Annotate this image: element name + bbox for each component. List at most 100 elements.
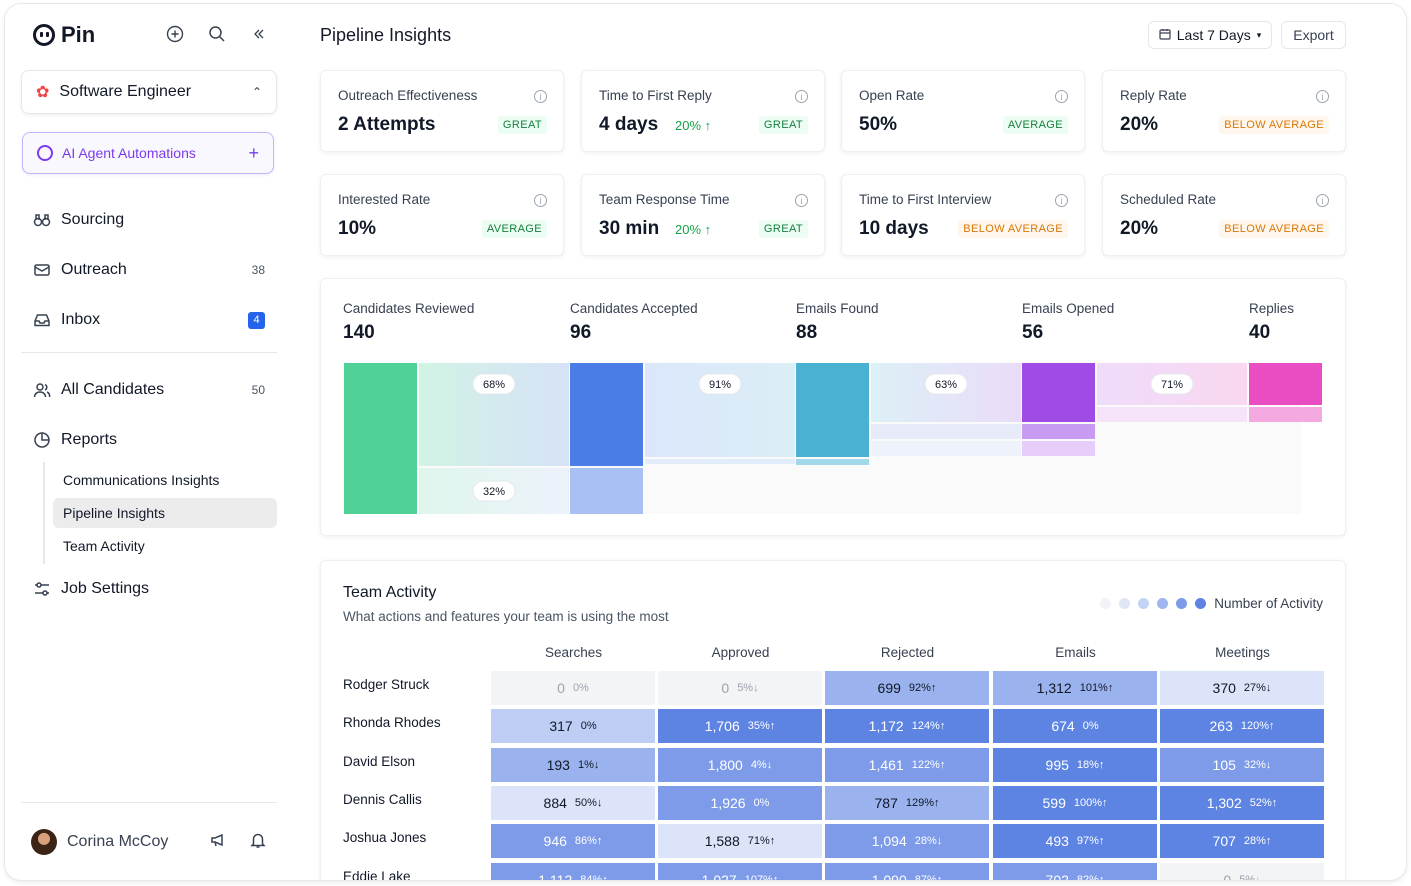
activity-cell[interactable]: 946 86%↑ bbox=[491, 824, 655, 859]
activity-cell[interactable]: 370 27%↓ bbox=[1160, 671, 1324, 705]
date-range-selector[interactable]: Last 7 Days ▾ bbox=[1148, 21, 1272, 49]
info-icon[interactable]: i bbox=[1055, 194, 1068, 207]
activity-cell[interactable]: 1,800 4%↓ bbox=[658, 747, 822, 782]
funnel-conversion-label: 91% bbox=[698, 373, 742, 395]
activity-change: 0% bbox=[580, 720, 597, 733]
sidebar-item-outreach[interactable]: Outreach 38 bbox=[21, 254, 277, 286]
job-selector[interactable]: ✿ Software Engineer ⌃ bbox=[21, 70, 277, 114]
sidebar-toolbar bbox=[165, 24, 269, 44]
funnel-stage-value: 40 bbox=[1249, 322, 1271, 343]
funnel-bar bbox=[796, 363, 869, 457]
subnav-pipeline-insights[interactable]: Pipeline Insights bbox=[53, 498, 277, 528]
funnel-dropoff-bar bbox=[1022, 424, 1095, 439]
sidebar-item-all-candidates[interactable]: All Candidates 50 bbox=[21, 374, 277, 406]
add-circle-icon[interactable] bbox=[165, 24, 185, 44]
activity-change: 0% bbox=[1082, 720, 1099, 733]
binoculars-icon bbox=[33, 211, 51, 229]
activity-cell[interactable]: 787 129%↑ bbox=[825, 785, 989, 820]
ai-agent-automations-button[interactable]: AI Agent Automations + bbox=[22, 132, 274, 174]
activity-cell[interactable]: 0 5%↓ bbox=[1160, 862, 1324, 881]
funnel-stage-label: Candidates Reviewed bbox=[343, 301, 475, 316]
kpi-label: Open Rate bbox=[859, 88, 925, 103]
avatar[interactable] bbox=[31, 828, 57, 855]
activity-change: 1%↓ bbox=[577, 758, 600, 771]
sidebar-item-job-settings[interactable]: Job Settings bbox=[21, 573, 277, 605]
export-button[interactable]: Export bbox=[1281, 21, 1346, 49]
activity-cell[interactable]: 1,312 101%↑ bbox=[993, 671, 1157, 705]
activity-cell[interactable]: 317 0% bbox=[491, 709, 655, 744]
sidebar-item-reports[interactable]: Reports bbox=[21, 424, 277, 456]
activity-value: 1,112 bbox=[538, 871, 573, 881]
activity-cell[interactable]: 599 100%↑ bbox=[993, 785, 1157, 820]
activity-cell[interactable]: 1,027 107%↑ bbox=[658, 862, 822, 880]
activity-cell[interactable]: 699 92%↑ bbox=[825, 671, 989, 705]
kpi-label: Reply Rate bbox=[1120, 88, 1187, 103]
activity-cell[interactable]: 193 1%↓ bbox=[491, 747, 655, 782]
subnav-team-activity[interactable]: Team Activity bbox=[63, 538, 145, 554]
activity-cell[interactable]: 1,926 0% bbox=[658, 785, 822, 820]
funnel-bar bbox=[1022, 363, 1095, 422]
activity-cell[interactable]: 884 50%↓ bbox=[491, 785, 655, 820]
funnel-stage: Candidates Reviewed 140 bbox=[343, 301, 474, 344]
user-actions bbox=[209, 831, 267, 853]
info-icon[interactable]: i bbox=[534, 194, 547, 207]
megaphone-icon[interactable] bbox=[209, 831, 227, 853]
activity-change: 82%↑ bbox=[1076, 873, 1105, 881]
activity-value: 317 bbox=[549, 718, 573, 735]
activity-cell[interactable]: 702 82%↑ bbox=[993, 862, 1157, 881]
legend-swatch bbox=[1138, 598, 1150, 609]
legend-swatch bbox=[1195, 598, 1207, 609]
funnel-stage: Candidates Accepted 96 bbox=[570, 301, 698, 344]
activity-cell[interactable]: 1,094 28%↓ bbox=[825, 824, 989, 859]
logo[interactable]: Pin bbox=[33, 22, 95, 48]
activity-value: 263 bbox=[1209, 718, 1233, 735]
search-icon[interactable] bbox=[207, 24, 227, 44]
funnel-stage-value: 56 bbox=[1022, 322, 1044, 343]
activity-value: 105 bbox=[1212, 756, 1236, 773]
pipeline-funnel-chart: 68% 32% 91% 63% 71% bbox=[343, 363, 1322, 514]
activity-cell[interactable]: 1,461 122%↑ bbox=[825, 747, 989, 782]
activity-cell[interactable]: 995 18%↑ bbox=[993, 747, 1157, 782]
activity-cell[interactable]: 105 32%↓ bbox=[1160, 747, 1324, 782]
activity-cell[interactable]: 1,706 35%↑ bbox=[658, 709, 822, 744]
info-icon[interactable]: i bbox=[795, 90, 808, 103]
row-member-name: Joshua Jones bbox=[343, 830, 427, 846]
info-icon[interactable]: i bbox=[1316, 194, 1329, 207]
activity-cell[interactable]: 1,172 124%↑ bbox=[825, 709, 989, 744]
inbox-icon bbox=[33, 311, 51, 329]
collapse-sidebar-icon[interactable] bbox=[249, 24, 269, 44]
sidebar-item-sourcing[interactable]: Sourcing bbox=[21, 204, 277, 236]
activity-cell[interactable]: 0 0% bbox=[491, 671, 655, 705]
activity-cell[interactable]: 263 120%↑ bbox=[1160, 709, 1324, 744]
calendar-icon bbox=[1159, 27, 1171, 43]
kpi-status-badge: GREAT bbox=[758, 116, 808, 134]
info-icon[interactable]: i bbox=[1316, 90, 1329, 103]
activity-change: 32%↓ bbox=[1243, 758, 1272, 771]
activity-value: 0 bbox=[1223, 871, 1232, 881]
info-icon[interactable]: i bbox=[1055, 90, 1068, 103]
info-icon[interactable]: i bbox=[795, 194, 808, 207]
sidebar-item-inbox[interactable]: Inbox 4 bbox=[21, 304, 277, 336]
activity-cell[interactable]: 1,588 71%↑ bbox=[658, 824, 822, 859]
funnel-stage-label: Candidates Accepted bbox=[570, 301, 698, 316]
info-icon[interactable]: i bbox=[534, 90, 547, 103]
activity-cell[interactable]: 493 97%↑ bbox=[993, 824, 1157, 859]
activity-cell[interactable]: 0 5%↓ bbox=[658, 671, 822, 705]
activity-value: 1,706 bbox=[704, 718, 740, 735]
activity-change: 87%↑ bbox=[914, 873, 943, 881]
activity-cell[interactable]: 1,090 87%↑ bbox=[825, 862, 989, 881]
activity-cell[interactable]: 1,302 52%↑ bbox=[1160, 785, 1324, 820]
activity-change: 92%↑ bbox=[908, 682, 937, 694]
main-content: Pipeline Insights Last 7 Days ▾ Export O… bbox=[295, 4, 1406, 880]
activity-cell[interactable]: 1,112 84%↑ bbox=[491, 862, 655, 881]
activity-change: 101%↑ bbox=[1079, 682, 1114, 694]
subnav-communications-insights[interactable]: Communications Insights bbox=[63, 472, 220, 488]
user-profile[interactable]: Corina McCoy bbox=[21, 802, 277, 880]
activity-cell[interactable]: 707 28%↑ bbox=[1160, 824, 1324, 859]
bell-icon[interactable] bbox=[249, 831, 267, 853]
sidebar-item-label: Sourcing bbox=[61, 211, 125, 228]
kpi-label: Team Response Time bbox=[599, 192, 730, 207]
plus-icon[interactable]: + bbox=[248, 142, 259, 163]
activity-change: 5%↓ bbox=[1239, 873, 1261, 881]
activity-cell[interactable]: 674 0% bbox=[993, 709, 1157, 744]
